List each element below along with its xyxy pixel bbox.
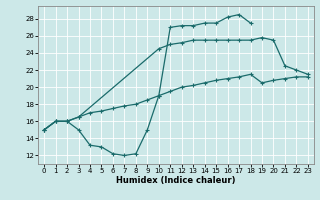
X-axis label: Humidex (Indice chaleur): Humidex (Indice chaleur): [116, 176, 236, 185]
